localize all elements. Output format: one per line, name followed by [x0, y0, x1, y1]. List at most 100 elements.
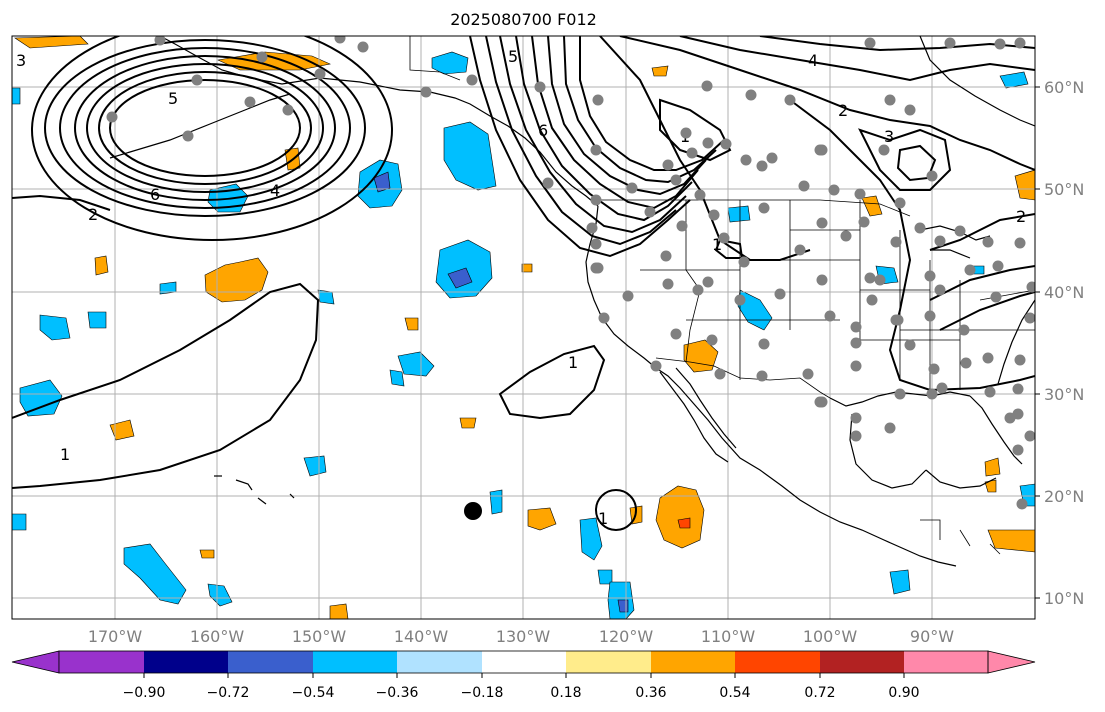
- station-marker: [794, 244, 806, 256]
- station-marker: [1012, 383, 1024, 395]
- station-marker: [154, 36, 166, 46]
- colorbar: −0.90 −0.72 −0.54 −0.36 −0.18 0.18 0.36 …: [11, 650, 1036, 701]
- station-marker: [850, 430, 862, 442]
- station-marker: [182, 130, 194, 142]
- station-marker: [622, 290, 634, 302]
- station-marker: [1026, 281, 1035, 293]
- negative-anomaly-area: [87, 311, 107, 329]
- station-marker: [994, 38, 1006, 50]
- positive-anomaly-area: [459, 417, 477, 429]
- station-marker: [1024, 430, 1035, 442]
- station-marker: [936, 382, 948, 394]
- positive-anomaly-area: [984, 457, 1001, 477]
- colorbar-tick-label: 0.72: [804, 685, 835, 701]
- station-marker: [676, 220, 688, 232]
- station-marker: [884, 422, 896, 434]
- negative-anomaly-area: [12, 87, 21, 105]
- station-marker: [990, 291, 1002, 303]
- contour-label: 2: [88, 205, 98, 224]
- station-marker: [598, 312, 610, 324]
- station-marker: [774, 288, 786, 300]
- station-marker: [256, 51, 268, 63]
- station-marker: [914, 222, 926, 234]
- station-marker: [670, 174, 682, 186]
- station-marker: [816, 217, 828, 229]
- station-marker: [357, 41, 369, 53]
- station-marker: [934, 284, 946, 296]
- latitude-label: 50°N: [1044, 180, 1084, 199]
- station-marker: [874, 274, 886, 286]
- negative-anomaly-area: [207, 583, 233, 607]
- station-marker: [106, 111, 118, 123]
- station-marker: [1016, 498, 1028, 510]
- station-marker: [890, 314, 902, 326]
- station-marker: [282, 104, 294, 116]
- contour-label: 1: [60, 445, 70, 464]
- highlight-marker: [464, 502, 482, 520]
- positive-anomaly-area: [655, 485, 705, 549]
- colorbar-segment: [820, 651, 904, 673]
- positive-anomaly-area: [94, 255, 109, 276]
- positive-anomaly-area: [521, 263, 533, 273]
- tick-marks: [1035, 86, 1040, 599]
- negative-anomaly-area: [39, 314, 71, 341]
- station-marker: [586, 222, 598, 234]
- contour-label: 5: [508, 47, 518, 66]
- map-frame: [11, 35, 1036, 620]
- colorbar-segment: [313, 651, 397, 673]
- colorbar-segment: [59, 651, 144, 673]
- latitude-labels: 60°N 50°N 40°N 30°N 20°N 10°N: [1044, 78, 1084, 608]
- station-marker: [824, 310, 836, 322]
- station-marker: [954, 225, 966, 237]
- station-marker: [692, 284, 704, 296]
- colorbar-over-arrow: [987, 650, 1036, 674]
- longitude-label: 160°W: [190, 627, 245, 646]
- station-marker: [894, 388, 906, 400]
- negative-anomaly-area: [889, 569, 911, 595]
- station-marker: [784, 94, 796, 106]
- station-marker: [960, 357, 972, 369]
- colorbar-tick-label: −0.90: [123, 685, 166, 701]
- station-marker: [1014, 354, 1026, 366]
- colorbar-tick-label: −0.36: [376, 685, 419, 701]
- station-marker: [854, 188, 866, 200]
- station-marker: [964, 264, 976, 276]
- positive-anomaly-area: [527, 507, 557, 531]
- positive-anomaly-area: [14, 36, 89, 49]
- station-marker: [191, 74, 203, 86]
- longitude-labels: 170°W 160°W 150°W 140°W 130°W 120°W 110°…: [88, 627, 954, 646]
- station-marker: [926, 388, 938, 400]
- longitude-label: 130°W: [496, 627, 551, 646]
- station-marker: [701, 80, 713, 92]
- positive-anomaly-area: [329, 603, 349, 619]
- colorbar-tick-label: −0.72: [207, 685, 250, 701]
- station-marker: [926, 170, 938, 182]
- station-marker: [734, 294, 746, 306]
- station-marker: [718, 232, 730, 244]
- station-marker: [850, 412, 862, 424]
- latitude-label: 40°N: [1044, 283, 1084, 302]
- positive-anomaly-area: [109, 419, 135, 441]
- station-marker: [814, 396, 826, 408]
- station-marker: [756, 160, 768, 172]
- negative-anomaly-deep: [447, 267, 473, 289]
- negative-anomaly-area: [489, 489, 503, 515]
- station-marker: [590, 144, 602, 156]
- station-marker: [466, 74, 478, 86]
- positive-anomaly-area: [216, 51, 331, 71]
- colorbar-segment: [482, 651, 566, 673]
- positive-anomaly-area: [204, 257, 269, 303]
- station-marker: [662, 159, 674, 171]
- colorbar-segment: [566, 651, 651, 673]
- station-marker: [702, 137, 714, 149]
- longitude-label: 140°W: [394, 627, 449, 646]
- negative-anomaly-area: [303, 455, 327, 477]
- longitude-label: 120°W: [599, 627, 654, 646]
- station-marker: [686, 147, 698, 159]
- contour-lines: [12, 36, 1035, 531]
- station-marker: [890, 236, 902, 248]
- station-marker: [802, 368, 814, 380]
- colorbar-tick-label: −0.54: [292, 685, 335, 701]
- contour-label: 4: [808, 51, 818, 70]
